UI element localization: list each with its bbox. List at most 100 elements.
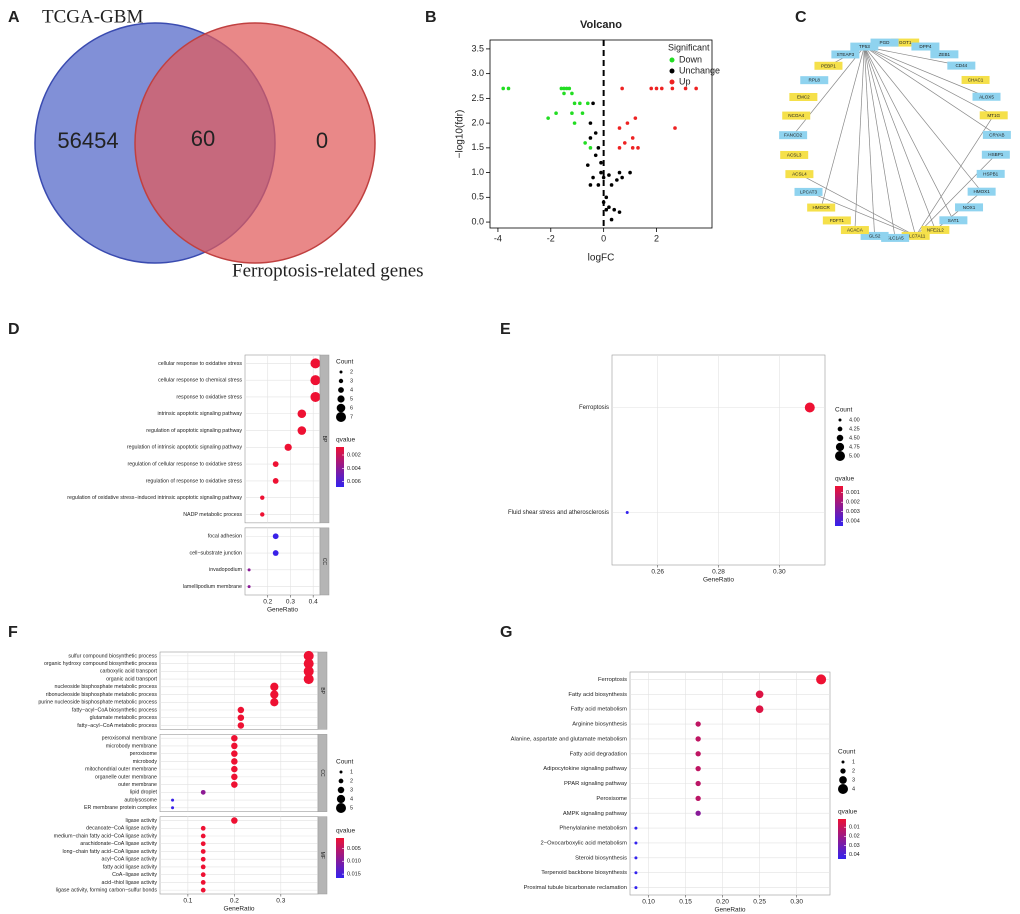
- color-legend-label: 0.010: [347, 859, 361, 865]
- node-label: NCOA4: [788, 113, 804, 118]
- term-label: regulation of cellular response to oxida…: [127, 462, 242, 468]
- facet-strip: [319, 527, 330, 596]
- point: [601, 175, 606, 180]
- dot: [297, 426, 307, 435]
- point: [572, 121, 577, 125]
- term-label: 2−Oxocarboxylic acid metabolism: [540, 840, 627, 846]
- size-legend-label: 5.00: [849, 453, 860, 459]
- point: [617, 146, 622, 150]
- term-label: fatty−acyl−CoA biosynthetic process: [72, 707, 157, 713]
- point: [617, 170, 622, 175]
- size-legend-label: 4: [852, 786, 855, 792]
- term-label: acyl−CoA ligase activity: [102, 857, 158, 863]
- term-label: NADP metabolic process: [183, 512, 242, 518]
- dot: [270, 682, 279, 691]
- node: [947, 61, 976, 70]
- edge: [864, 46, 954, 221]
- node-label: MT1G: [987, 113, 1000, 118]
- dot: [237, 706, 245, 714]
- color-bar: [336, 447, 344, 487]
- size-legend-label: 3: [852, 777, 855, 783]
- term-label: Fluid shear stress and atherosclerosis: [508, 510, 609, 516]
- edge: [820, 46, 865, 208]
- term-label: Fatty acid metabolism: [571, 707, 628, 713]
- x-tick-label: -2: [547, 233, 555, 243]
- term-label: PPAR signaling pathway: [564, 781, 627, 787]
- term-label: AMPK signaling pathway: [563, 811, 627, 817]
- panel-background: [159, 816, 319, 895]
- edge: [799, 173, 916, 237]
- size-legend-label: 4.50: [849, 435, 860, 441]
- term-label: nucleoside bisphosphate metabolic proces…: [55, 684, 158, 690]
- point: [630, 146, 635, 150]
- dot: [297, 409, 307, 419]
- dot: [247, 568, 251, 572]
- term-label: sulfur compound biosynthetic process: [68, 653, 157, 659]
- node-label: ZEB1: [939, 52, 951, 57]
- dot: [695, 721, 701, 727]
- color-legend-title: qvalue: [835, 476, 855, 483]
- dot: [303, 658, 314, 669]
- term-label: medium−chain fatty acid−CoA ligase activ…: [54, 833, 158, 839]
- color-bar: [838, 819, 846, 859]
- point: [593, 153, 598, 158]
- point: [673, 126, 677, 130]
- panel-letter: B: [425, 9, 437, 26]
- color-legend-label: 0.004: [846, 519, 860, 525]
- point: [620, 86, 624, 91]
- dot: [695, 751, 701, 757]
- panel-letter: D: [8, 321, 20, 338]
- dot: [270, 690, 279, 699]
- edge: [808, 191, 916, 237]
- node: [976, 169, 1005, 178]
- dot: [272, 533, 279, 540]
- size-legend-key: [840, 768, 846, 774]
- size-legend-key: [337, 786, 345, 794]
- facet-label: CC: [321, 558, 327, 566]
- point: [617, 126, 622, 130]
- point: [591, 101, 595, 106]
- node: [961, 75, 990, 84]
- node: [822, 216, 851, 225]
- point: [559, 86, 564, 91]
- size-legend-key: [336, 794, 346, 804]
- dot: [200, 880, 206, 885]
- term-label: cellular response to oxidative stress: [158, 361, 242, 367]
- dot: [310, 358, 321, 369]
- term-label: Fatty acid biosynthesis: [568, 692, 627, 698]
- point: [564, 86, 569, 91]
- point: [607, 205, 611, 210]
- node-label: SLC1A5: [887, 235, 905, 240]
- term-label: peroxisome: [130, 751, 157, 757]
- legend-title: Significant: [668, 42, 710, 52]
- legend-label: Unchange: [679, 65, 720, 75]
- size-legend-title: Count: [838, 749, 856, 756]
- size-legend-key: [338, 778, 344, 784]
- node: [870, 38, 899, 47]
- color-legend-label: 0.015: [347, 872, 361, 878]
- point: [588, 183, 593, 187]
- x-tick-label: 0: [601, 233, 606, 243]
- term-label: cell−substrate junction: [189, 550, 242, 556]
- point: [599, 160, 603, 165]
- node-label: CD44: [955, 63, 967, 68]
- point: [615, 178, 619, 182]
- term-label: intrinsic apoptotic signaling pathway: [157, 411, 242, 417]
- panel-letter: A: [8, 9, 20, 26]
- node: [789, 92, 818, 101]
- term-label: lipid droplet: [130, 790, 158, 796]
- point: [659, 86, 664, 91]
- x-axis-label: GeneRatio: [714, 907, 745, 914]
- term-label: fatty acid ligase activity: [103, 864, 158, 870]
- facet-label: MF: [319, 852, 325, 859]
- node: [939, 216, 968, 225]
- size-legend-key: [338, 387, 344, 393]
- term-label: arachidonate−CoA ligase activity: [80, 841, 157, 847]
- x-tick-label: 0.4: [309, 599, 318, 606]
- facet-strip: [317, 651, 328, 730]
- dot: [171, 798, 175, 802]
- dot: [634, 871, 638, 875]
- dot: [237, 722, 245, 729]
- dot: [303, 650, 314, 661]
